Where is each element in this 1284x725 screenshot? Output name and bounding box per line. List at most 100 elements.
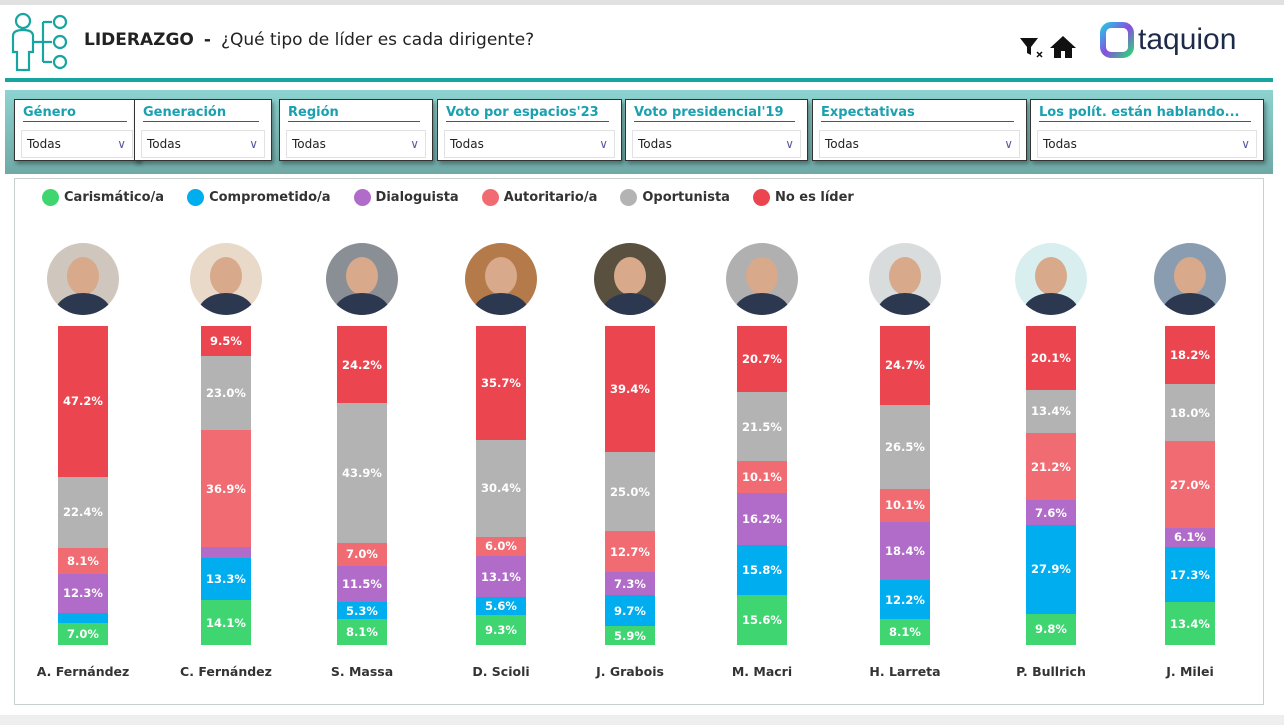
bar-segment[interactable]: 8.1% <box>337 619 387 645</box>
bar-segment[interactable]: 5.3% <box>337 602 387 620</box>
chevron-down-icon: ∨ <box>785 137 794 151</box>
bar-segment[interactable] <box>58 613 108 623</box>
legend-item[interactable]: Dialoguista <box>353 189 459 206</box>
bar-segment[interactable]: 11.5% <box>337 565 387 603</box>
bar-segment[interactable]: 39.4% <box>605 326 655 452</box>
percent-sign: % <box>638 544 650 559</box>
header-divider <box>5 78 1273 82</box>
filter-dropdown[interactable]: Todas ∨ <box>286 130 426 158</box>
bar-segment[interactable]: 13.4% <box>1026 390 1076 433</box>
bar-segment[interactable]: 10.1% <box>880 489 930 522</box>
bar-segment[interactable]: 14.1% <box>201 600 251 645</box>
filter-dropdown[interactable]: Todas ∨ <box>1037 130 1257 158</box>
bar-segment[interactable]: 20.7% <box>737 326 787 393</box>
data-label: 7.0 <box>67 626 88 641</box>
bar-segment[interactable]: 6.0% <box>476 536 526 556</box>
bar-segment[interactable]: 18.2% <box>1165 326 1215 385</box>
percent-sign: % <box>913 498 925 513</box>
legend-item[interactable]: Autoritario/a <box>481 189 597 206</box>
data-label: 13.4 <box>1031 404 1060 419</box>
percent-sign: % <box>91 394 103 409</box>
bar-segment[interactable]: 8.1% <box>58 548 108 574</box>
bar-segment[interactable]: 26.5% <box>880 404 930 490</box>
bar-segment[interactable] <box>201 547 251 558</box>
bar-segment[interactable]: 16.2% <box>737 493 787 545</box>
percent-sign: % <box>1055 505 1067 520</box>
bar-segment[interactable]: 27.0% <box>1165 441 1215 528</box>
filter-slicer: Expectativas Todas ∨ <box>812 99 1027 161</box>
bar-segment[interactable]: 30.4% <box>476 439 526 537</box>
home-icon[interactable] <box>1048 34 1078 64</box>
bar-segment[interactable]: 21.5% <box>737 392 787 461</box>
bar-segment[interactable]: 7.0% <box>58 622 108 645</box>
bar-segment[interactable]: 36.9% <box>201 429 251 548</box>
legend-item[interactable]: Oportunista <box>620 189 730 206</box>
bar-segment[interactable]: 20.1% <box>1026 326 1076 391</box>
percent-sign: % <box>366 625 378 640</box>
bar-segment[interactable]: 7.3% <box>605 571 655 596</box>
percent-sign: % <box>634 576 646 591</box>
bar-segment[interactable]: 5.9% <box>605 626 655 645</box>
bar-segment[interactable]: 9.7% <box>605 595 655 627</box>
bar-segment[interactable]: 24.7% <box>880 326 930 405</box>
filter-dropdown[interactable]: Todas ∨ <box>819 130 1020 158</box>
bar-segment[interactable]: 7.0% <box>337 543 387 566</box>
bar-segment[interactable]: 12.2% <box>880 580 930 620</box>
bar-segment[interactable]: 18.4% <box>880 521 930 581</box>
legend-item[interactable]: Carismático/a <box>42 189 164 206</box>
legend-item[interactable]: No es líder <box>752 189 854 206</box>
chevron-down-icon: ∨ <box>1004 137 1013 151</box>
legend-item[interactable]: Comprometido/a <box>187 189 331 206</box>
legend-marker <box>620 189 638 206</box>
bar-segment[interactable]: 22.4% <box>58 476 108 549</box>
filter-dropdown[interactable]: Todas ∨ <box>632 130 801 158</box>
filter-dropdown[interactable]: Todas ∨ <box>444 130 615 158</box>
bar-segment[interactable]: 9.8% <box>1026 613 1076 645</box>
percent-sign: % <box>913 592 925 607</box>
data-label: 20.7 <box>742 352 771 367</box>
bar-segment[interactable]: 6.1% <box>1165 527 1215 548</box>
bar-segment[interactable]: 13.3% <box>201 557 251 601</box>
bar-segment[interactable]: 10.1% <box>737 460 787 494</box>
bar-segment[interactable]: 23.0% <box>201 356 251 430</box>
data-label: 43.9 <box>342 466 371 481</box>
filter-dropdown[interactable]: Todas ∨ <box>21 130 133 158</box>
data-label: 10.1 <box>742 470 771 485</box>
bar-segment[interactable]: 13.1% <box>476 555 526 598</box>
bar-segment[interactable]: 47.2% <box>58 326 108 477</box>
data-label: 5.6 <box>485 599 506 614</box>
bar-segment[interactable]: 17.3% <box>1165 547 1215 603</box>
bar-segment[interactable]: 7.6% <box>1026 500 1076 525</box>
percent-sign: % <box>770 470 782 485</box>
chevron-down-icon: ∨ <box>410 137 419 151</box>
bar-segment[interactable]: 12.7% <box>605 531 655 572</box>
data-label: 6.1 <box>1174 530 1195 545</box>
bar-segment[interactable]: 12.3% <box>58 573 108 614</box>
data-label: 12.3 <box>63 586 92 601</box>
bar-segment[interactable]: 21.2% <box>1026 432 1076 501</box>
bar-segment[interactable]: 9.5% <box>201 326 251 357</box>
bar-segment[interactable]: 27.9% <box>1026 524 1076 614</box>
percent-sign: % <box>634 628 646 643</box>
data-label: 5.3 <box>346 603 367 618</box>
bar-segment[interactable]: 13.4% <box>1165 602 1215 645</box>
bar-segment[interactable]: 24.2% <box>337 326 387 404</box>
filter-slicer: Género Todas ∨ <box>14 99 140 161</box>
data-label: 8.1 <box>889 625 910 640</box>
clear-filter-icon[interactable] <box>1018 34 1044 64</box>
bar-segment[interactable]: 25.0% <box>605 451 655 532</box>
avatar <box>326 243 398 315</box>
bar-segment[interactable]: 43.9% <box>337 403 387 544</box>
bar-segment[interactable]: 18.0% <box>1165 384 1215 442</box>
bar-segment[interactable]: 8.1% <box>880 619 930 645</box>
percent-sign: % <box>1194 530 1206 545</box>
bar-segment[interactable]: 15.8% <box>737 544 787 596</box>
data-label: 47.2 <box>63 394 92 409</box>
bar-segment[interactable]: 5.6% <box>476 597 526 616</box>
bar-segment[interactable]: 35.7% <box>476 325 526 440</box>
bar-segment[interactable]: 15.6% <box>737 595 787 645</box>
percent-sign: % <box>370 576 382 591</box>
percent-sign: % <box>230 334 242 349</box>
bar-segment[interactable]: 9.3% <box>476 615 526 645</box>
filter-dropdown[interactable]: Todas ∨ <box>141 130 265 158</box>
